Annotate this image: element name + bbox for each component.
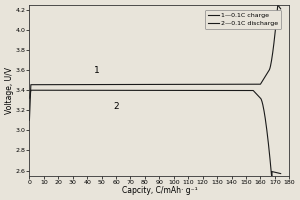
Legend: 1—0.1C charge, 2—0.1C discharge: 1—0.1C charge, 2—0.1C discharge bbox=[205, 10, 281, 29]
X-axis label: Capcity, C/mAh· g⁻¹: Capcity, C/mAh· g⁻¹ bbox=[122, 186, 197, 195]
Text: 1: 1 bbox=[94, 66, 100, 75]
Y-axis label: Voltage, U/V: Voltage, U/V bbox=[5, 67, 14, 114]
Text: 2: 2 bbox=[113, 102, 119, 111]
